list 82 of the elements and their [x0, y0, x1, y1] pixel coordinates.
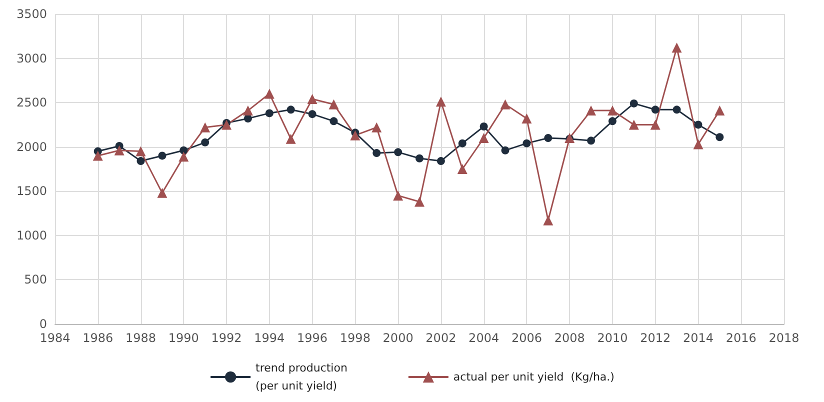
point	[500, 99, 510, 110]
point	[264, 88, 274, 99]
x-tick-label: 1988	[125, 331, 156, 345]
point	[158, 152, 166, 160]
point	[414, 196, 424, 207]
point	[628, 120, 639, 130]
point	[608, 117, 616, 126]
point	[372, 122, 382, 132]
y-tick-label: 3500	[16, 7, 47, 21]
x-tick-label: 1994	[254, 331, 285, 345]
point	[180, 146, 188, 154]
y-tick-label: 3000	[16, 51, 47, 66]
point	[457, 164, 468, 174]
point	[436, 157, 445, 166]
point	[92, 150, 103, 161]
point	[458, 139, 466, 148]
x-tick-label: 1984	[40, 331, 70, 345]
point	[286, 106, 295, 114]
x-tick-label: 1990	[168, 331, 199, 345]
point	[350, 130, 360, 140]
point	[607, 106, 618, 116]
point	[716, 133, 724, 142]
point	[544, 134, 552, 142]
x-tick-label: 2018	[768, 331, 800, 345]
point	[136, 157, 145, 166]
point	[330, 117, 338, 126]
point	[286, 134, 296, 144]
point	[480, 122, 488, 130]
point	[522, 139, 531, 148]
y-tick-label: 1500	[16, 184, 47, 198]
point	[393, 190, 404, 201]
point	[242, 106, 253, 116]
point	[416, 154, 424, 162]
point	[307, 94, 318, 104]
point	[372, 149, 381, 158]
x-tick-label: 2012	[640, 331, 671, 345]
x-tick-label: 2004	[468, 331, 500, 345]
point	[651, 106, 660, 114]
point	[244, 114, 252, 123]
point	[672, 42, 682, 53]
point	[222, 120, 232, 130]
point	[328, 99, 339, 110]
y-tick-label: 0	[39, 317, 47, 331]
point	[630, 99, 638, 108]
point	[308, 110, 316, 118]
y-tick-label: 2000	[16, 140, 47, 154]
x-tick-label: 2016	[726, 331, 756, 345]
point	[543, 215, 554, 226]
x-tick-label: 2006	[511, 331, 542, 345]
x-tick-label: 2008	[554, 331, 585, 345]
point	[178, 152, 189, 162]
x-tick-label: 2010	[597, 331, 628, 345]
x-tick-label: 1996	[297, 331, 328, 345]
x-tick-label: 1992	[211, 331, 242, 345]
point	[200, 122, 210, 132]
x-tick-label: 2000	[382, 331, 414, 345]
y-tick-label: 500	[24, 272, 47, 287]
legend-label: trend production (per unit yield)	[256, 362, 348, 392]
point	[394, 148, 402, 156]
point	[136, 146, 146, 156]
y-tick-label: 1000	[16, 228, 47, 242]
point	[587, 136, 596, 145]
x-tick-label: 2014	[682, 331, 714, 345]
point	[501, 146, 510, 154]
point	[522, 114, 532, 124]
point	[693, 139, 704, 150]
point	[714, 106, 725, 116]
point	[672, 106, 681, 114]
point	[436, 96, 446, 107]
point	[114, 145, 124, 156]
point	[157, 188, 168, 198]
point	[265, 109, 274, 118]
point	[650, 120, 660, 130]
point	[586, 106, 596, 116]
x-tick-label: 1998	[340, 331, 370, 345]
x-tick-label: 1986	[82, 331, 114, 345]
y-tick-label: 2500	[16, 96, 47, 110]
point	[478, 133, 489, 143]
legend-label: actual per unit yield (Kg/ha.)	[453, 370, 614, 384]
point	[201, 138, 210, 146]
x-tick-label: 2002	[426, 331, 456, 345]
point	[694, 120, 702, 129]
